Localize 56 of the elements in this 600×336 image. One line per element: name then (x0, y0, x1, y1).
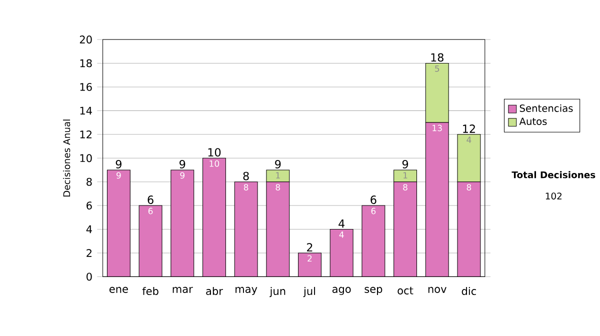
x-tick-label: abr (206, 286, 223, 296)
text: Total Decisiones (512, 171, 596, 178)
data-label: 8 (276, 184, 280, 191)
x-tick-label: jul (303, 286, 316, 298)
y-tick-label: 8 (86, 178, 92, 186)
total-label: 9 (402, 160, 408, 168)
y-tick-label: 14 (80, 106, 92, 115)
total-label: 10 (208, 148, 221, 157)
x-tick-label: feb (142, 286, 158, 296)
data-label: 8 (466, 184, 472, 191)
legend-label: Sentencias (520, 104, 573, 112)
total-label: 4 (338, 220, 345, 228)
total-label: 9 (116, 160, 122, 168)
data-label: 8 (244, 184, 248, 191)
y-tick-label: 6 (86, 202, 92, 210)
y-tick-label: 12 (80, 130, 92, 138)
total-label: 9 (275, 160, 281, 168)
data-label: 1 (276, 172, 280, 178)
data-label: 4 (466, 136, 472, 143)
x-tick-label: may (236, 286, 258, 295)
x-tick-label: jun (270, 286, 286, 298)
text: 102 (546, 192, 562, 200)
y-tick-label: 4 (86, 225, 92, 234)
total-label: 18 (431, 53, 444, 62)
data-label: 8 (403, 184, 408, 191)
total-label: 6 (370, 196, 376, 204)
data-label: 9 (116, 172, 121, 179)
y-axis-title: Decisiones Anual (63, 120, 70, 197)
data-label: 9 (180, 172, 184, 179)
data-label: 13 (432, 124, 442, 132)
y-tick-label: 16 (80, 82, 92, 91)
data-label: 2 (308, 255, 312, 262)
y-tick-label: 20 (80, 36, 92, 44)
x-tick-label: ene (109, 286, 128, 293)
x-tick-label: ago (332, 286, 351, 295)
x-tick-label: dic (462, 286, 476, 296)
data-label: 5 (435, 65, 440, 72)
x-tick-label: sep (364, 286, 382, 295)
data-label: 6 (148, 208, 153, 214)
y-tick-label: 18 (80, 59, 92, 68)
data-label: 6 (371, 208, 376, 214)
total-label: 12 (463, 124, 475, 133)
data-label: 10 (210, 160, 220, 167)
total-label: 6 (148, 196, 154, 204)
legend-label: Autos (519, 118, 547, 126)
y-tick-label: 2 (86, 249, 92, 257)
x-tick-label: oct (398, 286, 414, 294)
x-tick-label: mar (172, 286, 193, 293)
y-tick-label: 0 (86, 272, 92, 281)
y-tick-label: 10 (80, 154, 92, 162)
total-label: 8 (243, 172, 249, 180)
total-label: 2 (307, 243, 312, 252)
data-label: 4 (339, 232, 344, 238)
data-label: 1 (403, 172, 408, 178)
total-label: 9 (180, 160, 186, 168)
x-tick-label: nov (428, 286, 446, 293)
